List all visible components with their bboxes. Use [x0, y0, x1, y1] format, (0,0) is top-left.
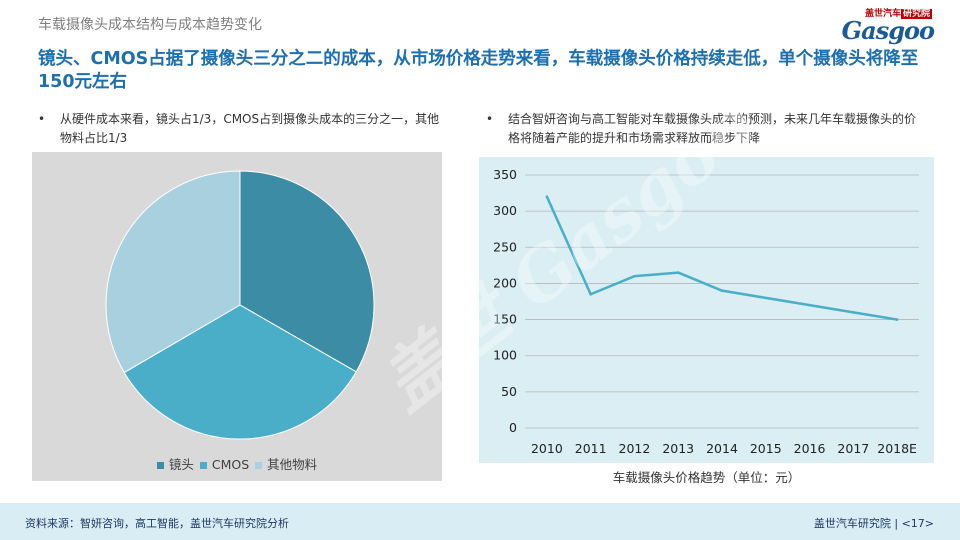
x-tick-label: 2012: [619, 441, 651, 456]
x-tick-label: 2017: [837, 441, 869, 456]
pie-chart: [105, 170, 375, 440]
line-chart-caption: 车载摄像头价格趋势（单位：元）: [612, 470, 801, 485]
data-point: [895, 318, 899, 321]
top-header: 车载摄像头成本结构与成本趋势变化 盖世汽车 研究院 Gasgoo: [0, 0, 960, 45]
legend-swatch: [199, 462, 207, 469]
pie-legend-item: 其他物料: [255, 454, 317, 473]
pie-chart-panel: 镜头 CMOS 其他物料: [32, 152, 442, 481]
logo-cn-tag: 研究院: [900, 9, 932, 19]
pie-slice-3: [105, 170, 241, 374]
y-tick-label: 200: [493, 275, 517, 290]
x-tick-label: 2010: [531, 441, 563, 456]
y-tick-label: 0: [509, 420, 517, 435]
page-number: <17>: [901, 517, 934, 530]
bullet-right: • 结合智妍咨询与高工智能对车载摄像头成本的预测，未来几年车载摄像头的价格将随着…: [486, 110, 926, 148]
x-tick-label: 2011: [575, 441, 607, 456]
footer-separator: |: [894, 517, 902, 530]
bullet-left-text: 从硬件成本来看，镜头占1/3，CMOS占到摄像头成本的三分之一，其他物料占比1/…: [60, 112, 440, 145]
y-tick-label: 350: [493, 167, 517, 182]
section-title: 车载摄像头成本结构与成本趋势变化: [38, 17, 262, 33]
x-tick-label: 2018E: [877, 441, 917, 456]
line-chart-panel: 0 50 100 150 200 250 300 350 2010 2011 2012 2013 201…: [479, 157, 934, 463]
legend-label: 镜头: [168, 457, 194, 472]
data-point: [720, 289, 724, 292]
x-tick-label: 2013: [662, 441, 694, 456]
x-tick-label: 2016: [794, 441, 826, 456]
y-tick-label: 50: [501, 384, 517, 399]
data-point: [808, 303, 811, 307]
legend-label: 其他物料: [267, 457, 318, 472]
footer: 资料来源：智妍咨询，高工智能，盖世汽车研究院分析 盖世汽车研究院 | <17>: [0, 503, 960, 540]
pie-slice-2: [123, 304, 357, 440]
pie-legend-item: 镜头: [156, 454, 194, 473]
y-tick-label: 300: [493, 203, 517, 218]
footer-page-info: 盖世汽车研究院 | <17>: [814, 515, 934, 531]
footer-org: 盖世汽车研究院: [813, 517, 891, 530]
logo-en: Gasgoo: [841, 16, 935, 45]
pie-legend-item: CMOS: [199, 457, 250, 472]
data-point: [633, 274, 636, 278]
y-tick-label: 250: [493, 239, 517, 254]
pie-legend: 镜头 CMOS 其他物料: [32, 454, 442, 473]
x-tick-label: 2014: [706, 441, 738, 456]
data-point: [589, 292, 592, 296]
data-point: [764, 296, 768, 300]
legend-swatch: [156, 462, 164, 469]
bullet-dot: •: [486, 112, 494, 126]
gasgoo-logo[interactable]: 盖世汽车 研究院 Gasgoo: [824, 6, 935, 45]
legend-label: CMOS: [211, 457, 250, 472]
data-point: [676, 271, 680, 274]
bullet-left: • 从硬件成本来看，镜头占1/3，CMOS占到摄像头成本的三分之一，其他物料占比…: [38, 110, 448, 148]
footer-source: 资料来源：智妍咨询，高工智能，盖世汽车研究院分析: [25, 517, 289, 530]
data-point: [852, 311, 855, 314]
legend-swatch: [255, 462, 263, 469]
logo-cn-brand: 盖世汽车: [864, 9, 901, 19]
line-chart: 0 50 100 150 200 250 300 350 2010 2011 2012 2013 201…: [493, 167, 919, 456]
y-tick-label: 150: [493, 312, 517, 327]
page-headline: 镜头、CMOS占据了摄像头三分之二的成本，从市场价格走势来看，车载摄像头价格持续…: [38, 49, 919, 92]
pie-slice-1: [239, 170, 375, 373]
bullet-dot: •: [38, 112, 46, 126]
logo-cn: 盖世汽车 研究院: [865, 6, 932, 19]
x-tick-label: 2015: [750, 441, 782, 456]
price-series-line: [545, 196, 898, 321]
bullet-right-text: 结合智妍咨询与高工智能对车载摄像头成本的预测，未来几年车载摄像头的价格将随着产能…: [508, 112, 917, 145]
y-tick-label: 100: [493, 348, 517, 363]
data-point: [545, 195, 549, 198]
